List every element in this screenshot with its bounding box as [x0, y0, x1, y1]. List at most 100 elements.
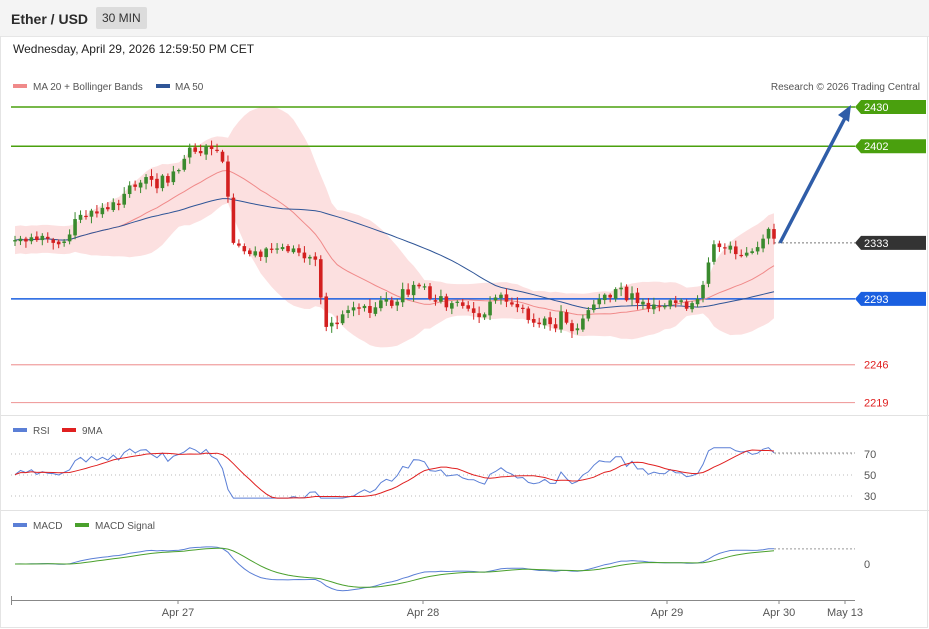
candle-body: [482, 314, 487, 318]
candle-body: [471, 308, 476, 313]
candle: [111, 198, 116, 212]
candle: [204, 143, 208, 160]
instrument-title: Ether / USD: [11, 11, 89, 27]
candle: [127, 181, 132, 198]
candle-body: [488, 301, 492, 316]
candle-body: [597, 298, 602, 305]
candle-body: [318, 259, 323, 298]
candle: [706, 257, 711, 288]
candle: [35, 231, 39, 242]
candle: [133, 180, 137, 191]
candle: [652, 297, 656, 315]
candle-body: [548, 317, 552, 325]
rsi-line: [14, 447, 775, 499]
candle-body: [78, 214, 83, 220]
candle: [215, 143, 219, 153]
candle-body: [160, 175, 165, 189]
candle: [553, 318, 558, 333]
candle: [389, 296, 394, 309]
candle: [62, 239, 66, 247]
candle: [187, 143, 192, 164]
candle-body: [657, 305, 662, 307]
candle: [324, 292, 329, 332]
candle: [84, 210, 88, 220]
candle: [712, 240, 716, 265]
candle-body: [406, 289, 410, 295]
candle: [477, 306, 481, 324]
candle: [537, 317, 542, 328]
candle: [160, 174, 165, 192]
candle-body: [291, 248, 296, 253]
x-axis: Apr 27 Apr 28 Apr 29 Apr 30 May 13: [11, 596, 863, 619]
x-tick-label: Apr 30: [763, 607, 795, 619]
timeframe-badge[interactable]: 30 MIN: [96, 7, 147, 29]
candle-body: [766, 228, 771, 239]
candle-body: [602, 294, 607, 301]
candle-body: [182, 158, 187, 170]
macd-tick-0: 0: [864, 559, 870, 571]
candle-body: [581, 318, 585, 330]
candle-body: [733, 246, 738, 255]
candle-body: [198, 151, 203, 154]
candle-body: [668, 300, 673, 307]
candle: [575, 323, 580, 335]
candle: [395, 299, 400, 312]
candle: [662, 303, 667, 310]
candle-body: [122, 193, 127, 205]
candle-body: [35, 236, 39, 241]
candle: [280, 243, 285, 251]
level-tag-2430: [855, 100, 926, 114]
candle-body: [439, 296, 443, 302]
candlesticks: [13, 140, 776, 339]
candle-body: [564, 312, 569, 323]
rsi-tick-50: 50: [864, 470, 876, 482]
candle: [242, 243, 247, 255]
candle: [586, 306, 591, 322]
candle-body: [187, 147, 192, 158]
candle-body: [231, 197, 236, 243]
candle: [226, 155, 230, 203]
candle: [166, 173, 170, 187]
candle: [439, 289, 443, 304]
candle-body: [559, 311, 563, 330]
candle-body: [433, 300, 438, 302]
candle-body: [193, 147, 197, 152]
candle-body: [744, 252, 749, 256]
candle: [608, 293, 612, 303]
candle: [340, 310, 345, 326]
candle: [106, 202, 110, 212]
candle-body: [510, 302, 514, 305]
candle: [564, 309, 569, 325]
forecast-arrow-head: [838, 105, 851, 122]
level-tag-2293: [855, 291, 926, 306]
candle: [772, 223, 776, 245]
candle: [739, 249, 744, 258]
candle: [100, 203, 105, 218]
candle-body: [111, 202, 116, 211]
candle-body: [384, 298, 389, 302]
candle: [766, 227, 771, 245]
candle: [701, 280, 705, 303]
x-tick-label: May 13: [827, 607, 863, 619]
macd-signal-line: [15, 547, 775, 588]
candle-body: [242, 246, 247, 252]
candle-body: [389, 300, 394, 306]
candle-body: [608, 294, 612, 298]
candle: [373, 302, 378, 317]
candle-body: [411, 284, 416, 296]
candle: [335, 315, 339, 330]
candle-body: [138, 182, 143, 188]
candle: [193, 143, 197, 154]
candle-body: [73, 219, 77, 236]
candle: [641, 298, 645, 310]
rsi-tick-70: 70: [864, 449, 876, 461]
candle-body: [592, 304, 596, 311]
level-label-2402: 2402: [864, 141, 888, 153]
candle: [346, 305, 350, 319]
candle-body: [280, 247, 285, 250]
candle-body: [641, 301, 645, 305]
candle: [149, 169, 154, 187]
candle: [258, 249, 263, 261]
candle-body: [662, 305, 667, 308]
candle: [122, 187, 127, 208]
